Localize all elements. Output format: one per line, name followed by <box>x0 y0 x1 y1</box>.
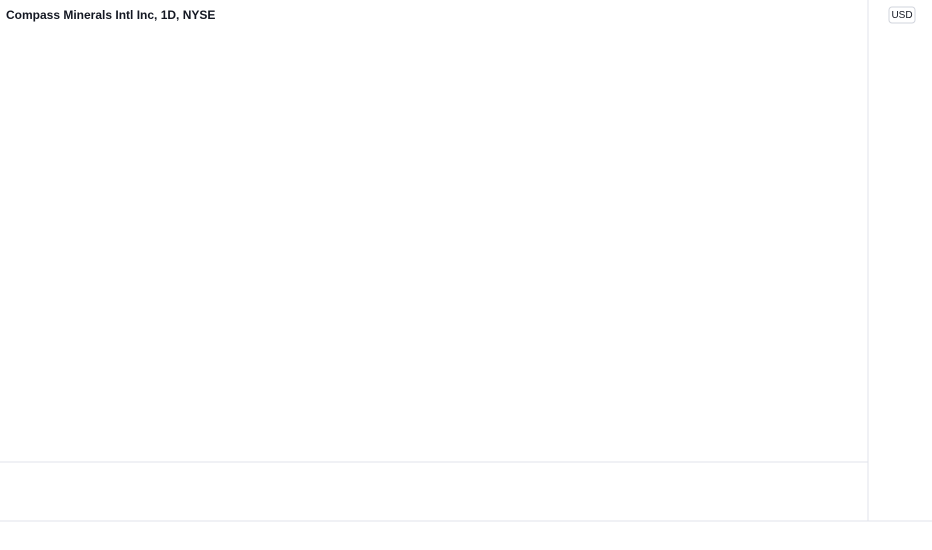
chart-title: Compass Minerals Intl Inc, 1D, NYSE <box>6 8 215 22</box>
currency[interactable]: USD <box>891 10 912 21</box>
currency-box[interactable] <box>888 6 916 24</box>
